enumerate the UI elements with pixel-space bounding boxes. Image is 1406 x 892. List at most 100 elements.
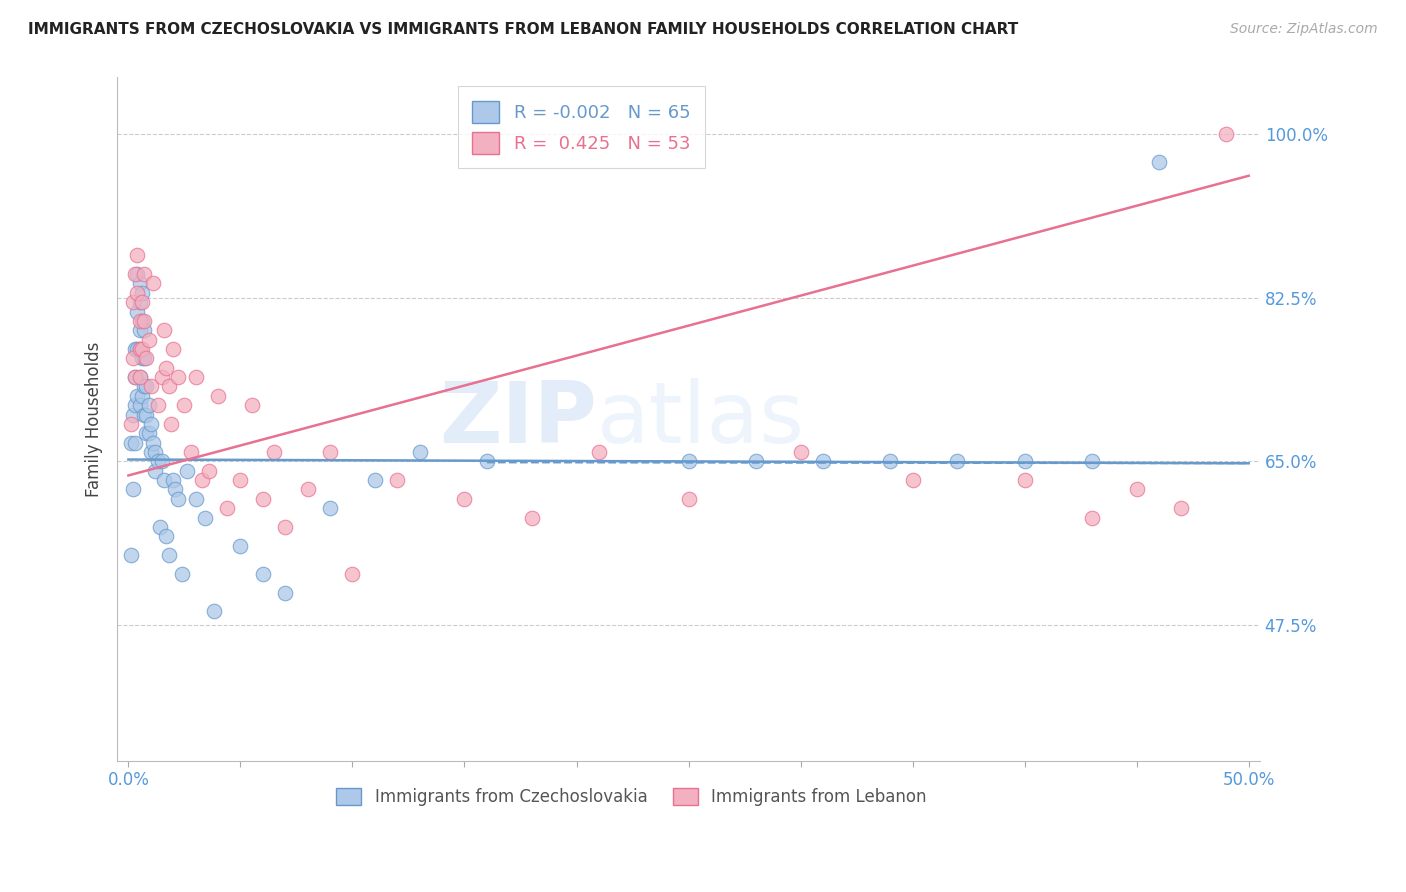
Point: [240, 398, 263, 412]
Point: [150, 454, 173, 468]
Point: [131, 342, 153, 356]
Point: [128, 342, 150, 356]
Point: [122, 295, 145, 310]
Point: [678, 454, 700, 468]
Point: [207, 389, 229, 403]
Point: [124, 398, 146, 412]
Point: [1081, 510, 1104, 524]
Point: [138, 398, 160, 412]
Text: ZIP: ZIP: [439, 377, 598, 461]
Point: [132, 408, 155, 422]
Point: [131, 351, 153, 366]
Point: [124, 435, 146, 450]
Point: [131, 295, 153, 310]
Point: [263, 445, 285, 459]
Point: [128, 323, 150, 337]
Point: [364, 473, 387, 487]
Point: [202, 604, 225, 618]
Text: Source: ZipAtlas.com: Source: ZipAtlas.com: [1230, 22, 1378, 37]
Point: [155, 360, 177, 375]
Point: [1147, 154, 1170, 169]
Y-axis label: Family Households: Family Households: [86, 342, 103, 497]
Point: [166, 370, 188, 384]
Point: [124, 370, 146, 384]
Point: [128, 398, 150, 412]
Point: [124, 342, 146, 356]
Point: [120, 417, 142, 431]
Point: [146, 398, 169, 412]
Point: [1014, 473, 1036, 487]
Point: [229, 539, 252, 553]
Point: [153, 473, 176, 487]
Point: [879, 454, 901, 468]
Point: [342, 566, 364, 581]
Point: [252, 566, 274, 581]
Point: [1014, 454, 1036, 468]
Point: [132, 379, 155, 393]
Point: [127, 267, 149, 281]
Point: [157, 379, 180, 393]
Point: [162, 342, 184, 356]
Point: [1125, 483, 1147, 497]
Point: [135, 408, 157, 422]
Point: [184, 370, 207, 384]
Point: [387, 473, 409, 487]
Point: [180, 445, 202, 459]
Point: [132, 314, 155, 328]
Point: [191, 473, 214, 487]
Point: [127, 389, 149, 403]
Point: [124, 267, 146, 281]
Point: [142, 277, 165, 291]
Point: [319, 445, 342, 459]
Point: [678, 491, 700, 506]
Point: [122, 483, 145, 497]
Point: [745, 454, 768, 468]
Point: [157, 548, 180, 562]
Point: [1215, 127, 1237, 141]
Point: [162, 473, 184, 487]
Point: [135, 426, 157, 441]
Point: [138, 426, 160, 441]
Point: [139, 445, 162, 459]
Point: [193, 510, 215, 524]
Point: [229, 473, 252, 487]
Point: [122, 351, 145, 366]
Point: [149, 520, 172, 534]
Point: [132, 351, 155, 366]
Point: [128, 370, 150, 384]
Point: [215, 501, 238, 516]
Point: [120, 548, 142, 562]
Point: [131, 389, 153, 403]
Point: [252, 491, 274, 506]
Point: [131, 285, 153, 300]
Point: [127, 248, 149, 262]
Text: atlas: atlas: [598, 377, 806, 461]
Point: [135, 351, 157, 366]
Point: [139, 417, 162, 431]
Point: [128, 370, 150, 384]
Point: [124, 370, 146, 384]
Point: [166, 491, 188, 506]
Point: [946, 454, 969, 468]
Point: [138, 333, 160, 347]
Point: [588, 445, 610, 459]
Point: [176, 464, 198, 478]
Point: [155, 529, 177, 543]
Point: [1081, 454, 1104, 468]
Point: [408, 445, 430, 459]
Text: IMMIGRANTS FROM CZECHOSLOVAKIA VS IMMIGRANTS FROM LEBANON FAMILY HOUSEHOLDS CORR: IMMIGRANTS FROM CZECHOSLOVAKIA VS IMMIGR…: [28, 22, 1018, 37]
Point: [150, 370, 173, 384]
Point: [143, 445, 166, 459]
Point: [274, 585, 297, 599]
Point: [128, 314, 150, 328]
Point: [198, 464, 221, 478]
Point: [160, 417, 183, 431]
Point: [120, 435, 142, 450]
Point: [132, 267, 155, 281]
Point: [122, 408, 145, 422]
Point: [142, 435, 165, 450]
Point: [789, 445, 811, 459]
Point: [319, 501, 342, 516]
Point: [1170, 501, 1192, 516]
Point: [132, 323, 155, 337]
